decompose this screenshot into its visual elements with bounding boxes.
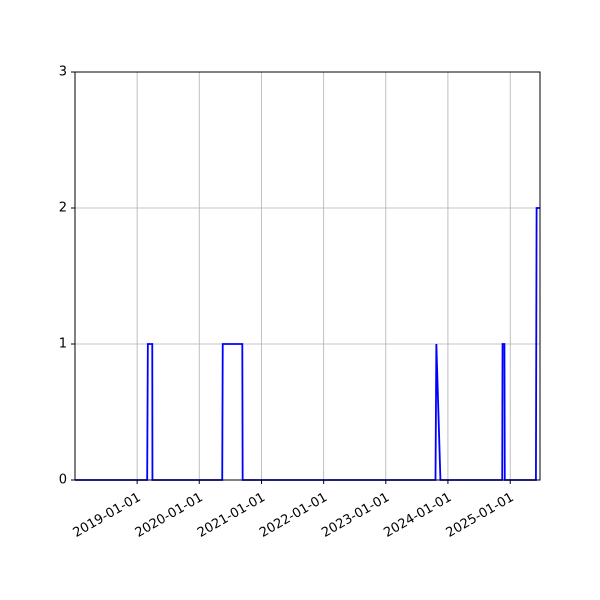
y-tick-label: 3 (59, 65, 67, 80)
y-tick-label: 2 (59, 201, 67, 216)
plot-frame (74, 71, 541, 481)
y-axis-ticks: 0 1 2 3 (59, 65, 75, 488)
y-tick-label: 0 (59, 473, 67, 488)
y-tick-label: 1 (59, 337, 67, 352)
